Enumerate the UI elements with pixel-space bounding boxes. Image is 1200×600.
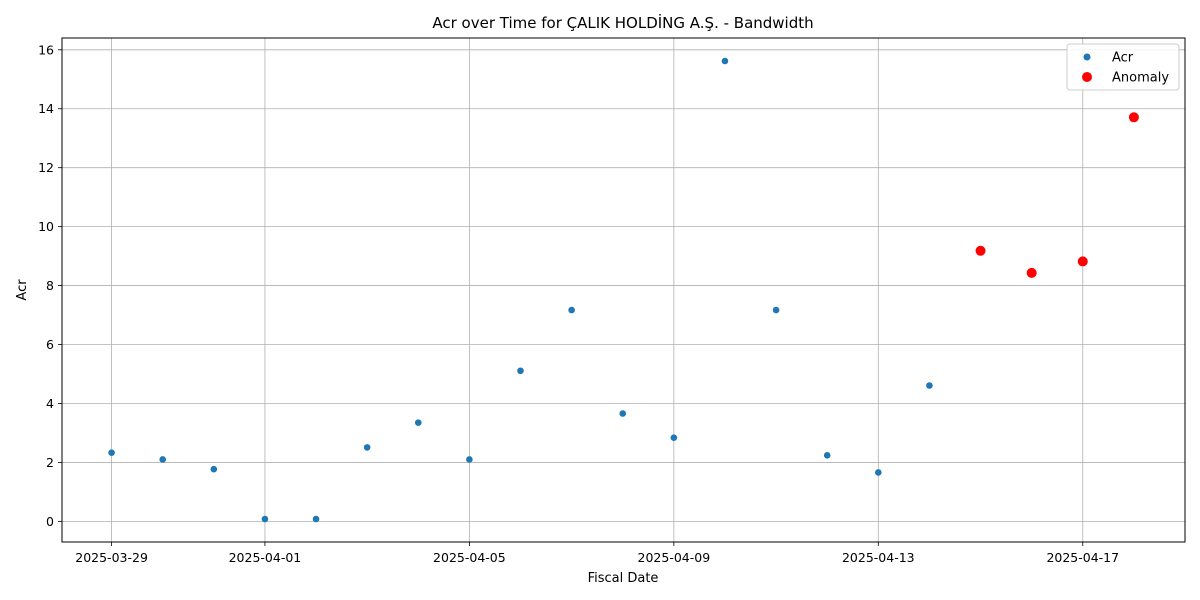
x-axis-ticks: 2025-03-29 2025-04-01 2025-04-05 2025-04-09… [75,542,1119,565]
acr-point [210,465,218,473]
legend-marker-acr [1083,53,1091,61]
y-tick-label: 2 [46,455,54,470]
grid-lines [62,38,1185,542]
acr-point [875,469,882,476]
anomaly-point [1128,112,1139,123]
acr-point [670,434,678,441]
acr-point [721,57,729,65]
acr-point [159,456,166,463]
data-points [108,57,1139,523]
y-axis-ticks: 0 2 4 6 8 10 12 14 16 [38,42,62,529]
acr-point [823,452,831,459]
acr-point [517,367,524,375]
acr-point [261,515,269,523]
y-axis-title: Acr [15,279,30,301]
x-tick-label: 2025-04-05 [433,550,506,565]
acr-point [772,306,780,314]
acr-point [414,419,422,426]
x-tick-label: 2025-04-09 [638,550,711,565]
chart-title: Acr over Time for ÇALIK HOLDİNG A.Ş. - B… [432,13,813,32]
legend-label-acr: Acr [1112,51,1134,66]
anomaly-point [1077,256,1088,267]
anomaly-point [975,245,986,256]
acr-point [619,410,627,417]
y-tick-label: 10 [38,219,54,234]
acr-point [312,515,320,523]
legend: Acr Anomaly [1066,43,1180,91]
x-axis-title: Fiscal Date [588,571,659,586]
plot-frame [61,37,1186,543]
legend-marker-anomaly [1082,72,1092,82]
legend-box [1066,43,1180,91]
x-tick-label: 2025-03-29 [75,550,148,565]
y-tick-label: 12 [38,160,54,175]
y-tick-label: 4 [46,396,54,411]
y-tick-label: 6 [46,337,54,352]
acr-point [363,444,371,451]
acr-point [926,382,933,389]
x-tick-label: 2025-04-01 [229,550,302,565]
x-tick-label: 2025-04-17 [1046,550,1119,565]
x-tick-label: 2025-04-13 [842,550,915,565]
acr-point [568,306,575,314]
acr-point [466,456,473,463]
y-tick-label: 14 [38,101,54,116]
anomaly-point [1026,267,1037,278]
y-tick-label: 8 [46,278,54,293]
legend-label-anomaly: Anomaly [1112,71,1169,86]
y-tick-label: 16 [38,42,54,57]
y-tick-label: 0 [46,514,54,529]
acr-point [108,449,115,456]
